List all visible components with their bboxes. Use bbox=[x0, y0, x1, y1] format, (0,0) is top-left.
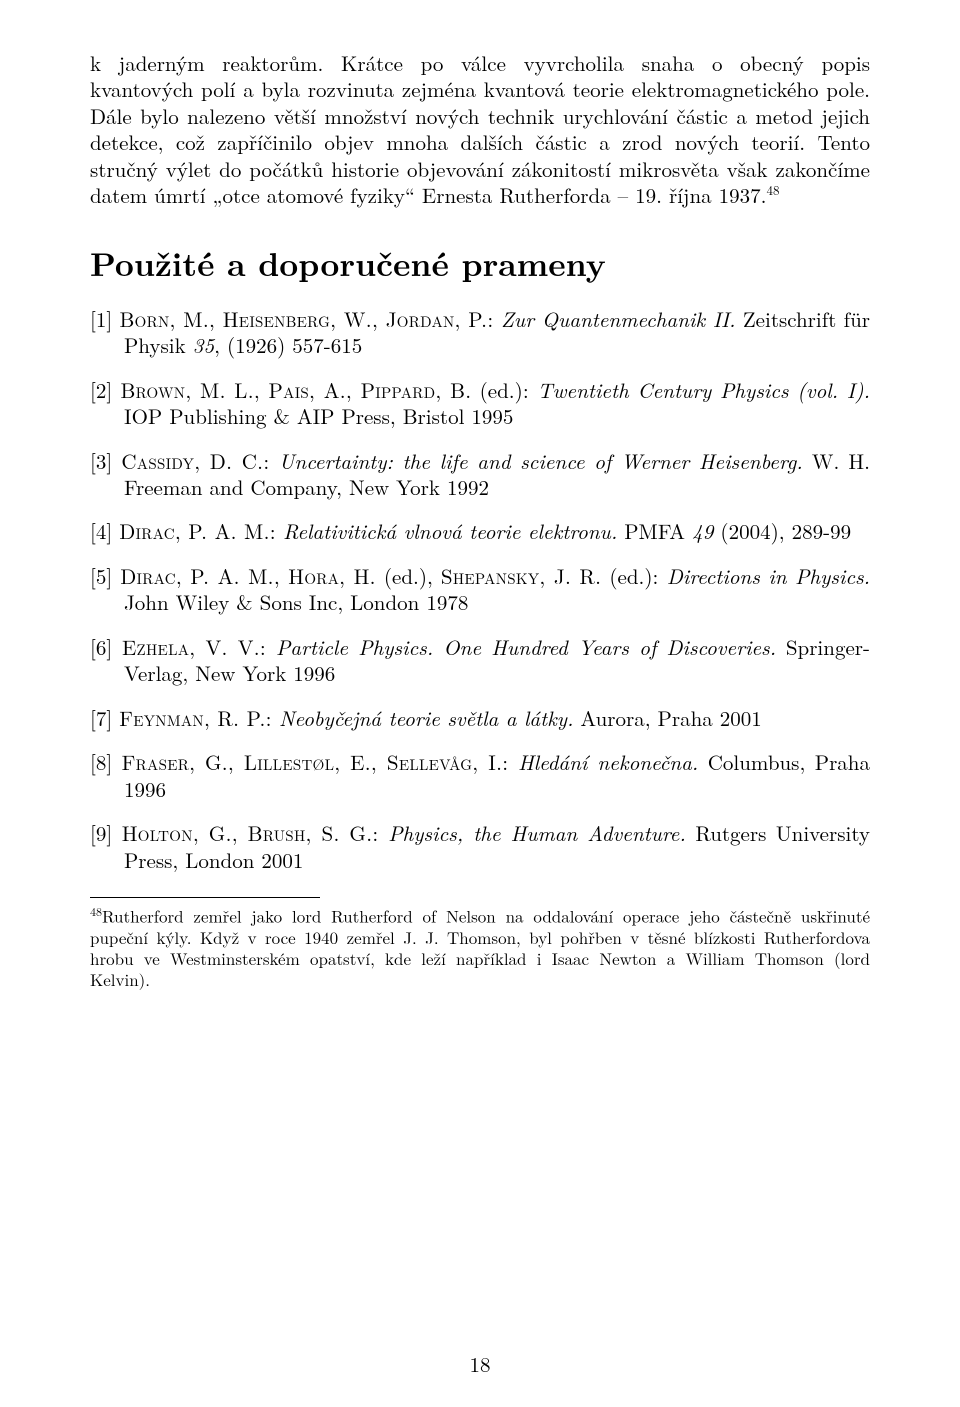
reference-item: [6] Ezhela, V. V.: Particle Physics. One… bbox=[90, 634, 870, 687]
ref-journal-vol: 35 bbox=[193, 330, 214, 360]
paragraph-text: k jaderným reaktorům. Krátce po válce vy… bbox=[90, 48, 870, 210]
footnote-text: Rutherford zemřel jako lord Rutherford o… bbox=[90, 904, 870, 992]
ref-authors: Born, M., Heisenberg, W., Jordan, P. bbox=[120, 304, 488, 334]
ref-authors: Dirac, P. A. M. bbox=[119, 516, 270, 546]
ref-number: [8] bbox=[90, 747, 112, 777]
ref-title: Directions in Physics. bbox=[658, 561, 870, 591]
ref-number: [4] bbox=[90, 516, 112, 546]
reference-item: [2] Brown, M. L., Pais, A., Pippard, B. … bbox=[90, 377, 870, 430]
paragraph-footnote-ref: 48 bbox=[767, 180, 780, 199]
references-heading: Použité a doporučené prameny bbox=[90, 239, 870, 286]
ref-authors: Fraser, G., Lillestøl, E., Sellevåg, I. bbox=[122, 747, 503, 777]
ref-title: Twentieth Century Phy­sics (vol. I). bbox=[529, 375, 870, 405]
ref-title: Neobyčejná teorie světla a látky. bbox=[271, 703, 573, 733]
ref-rest: IOP Publishing & AIP Press, Bristol 1995 bbox=[124, 401, 513, 431]
ref-rest: Aurora, Praha 2001 bbox=[573, 703, 761, 733]
body-paragraph: k jaderným reaktorům. Krátce po válce vy… bbox=[90, 50, 870, 209]
ref-number: [9] bbox=[90, 818, 112, 848]
ref-rest: John Wiley & Sons Inc, London 1978 bbox=[124, 587, 468, 617]
reference-item: [1] Born, M., Heisenberg, W., Jordan, P.… bbox=[90, 306, 870, 359]
reference-item: [4] Dirac, P. A. M.: Relativitická vlnov… bbox=[90, 518, 870, 544]
footnote-mark: 48 bbox=[90, 903, 102, 920]
reference-item: [8] Fraser, G., Lillestøl, E., Sellevåg,… bbox=[90, 749, 870, 802]
reference-item: [7] Feynman, R. P.: Neobyčejná teorie sv… bbox=[90, 705, 870, 731]
reference-item: [3] Cassidy, D. C.: Uncertainty: the lif… bbox=[90, 448, 870, 501]
ref-after-authors-2: (ed.): bbox=[601, 561, 658, 591]
ref-title: Hledání nekonečna. bbox=[508, 747, 698, 777]
ref-title: Physics, the Human Adventure. bbox=[378, 818, 686, 848]
ref-number: [5] bbox=[90, 561, 112, 591]
ref-authors: Feynman, R. P. bbox=[119, 703, 265, 733]
ref-number: [1] bbox=[90, 304, 112, 334]
ref-number: [3] bbox=[90, 446, 112, 476]
page-number: 18 bbox=[0, 1349, 960, 1379]
footnote: 48Rutherford zemřel jako lord Rutherford… bbox=[90, 904, 870, 991]
ref-title: Zur Quantenmechanik II. bbox=[493, 304, 735, 334]
ref-rest-vol: 49 bbox=[692, 516, 713, 546]
ref-title: Relativitická vlnová teorie elektronu. bbox=[276, 516, 618, 546]
ref-title: Particle Physics. One Hundred Years of D… bbox=[266, 632, 776, 662]
references-list: [1] Born, M., Heisenberg, W., Jordan, P.… bbox=[90, 306, 870, 873]
reference-item: [9] Holton, G., Brush, S. G.: Physics, t… bbox=[90, 820, 870, 873]
ref-number: [6] bbox=[90, 632, 112, 662]
ref-number: [2] bbox=[90, 375, 112, 405]
footnote-separator bbox=[90, 897, 320, 898]
ref-rest-pre: PMFA bbox=[617, 516, 692, 546]
ref-number: [7] bbox=[90, 703, 112, 733]
page: k jaderným reaktorům. Krátce po válce vy… bbox=[0, 0, 960, 1407]
ref-rest-post: (2004), 289-99 bbox=[713, 516, 851, 546]
reference-item: [5] Dirac, P. A. M., Hora, H. (ed.), She… bbox=[90, 563, 870, 616]
